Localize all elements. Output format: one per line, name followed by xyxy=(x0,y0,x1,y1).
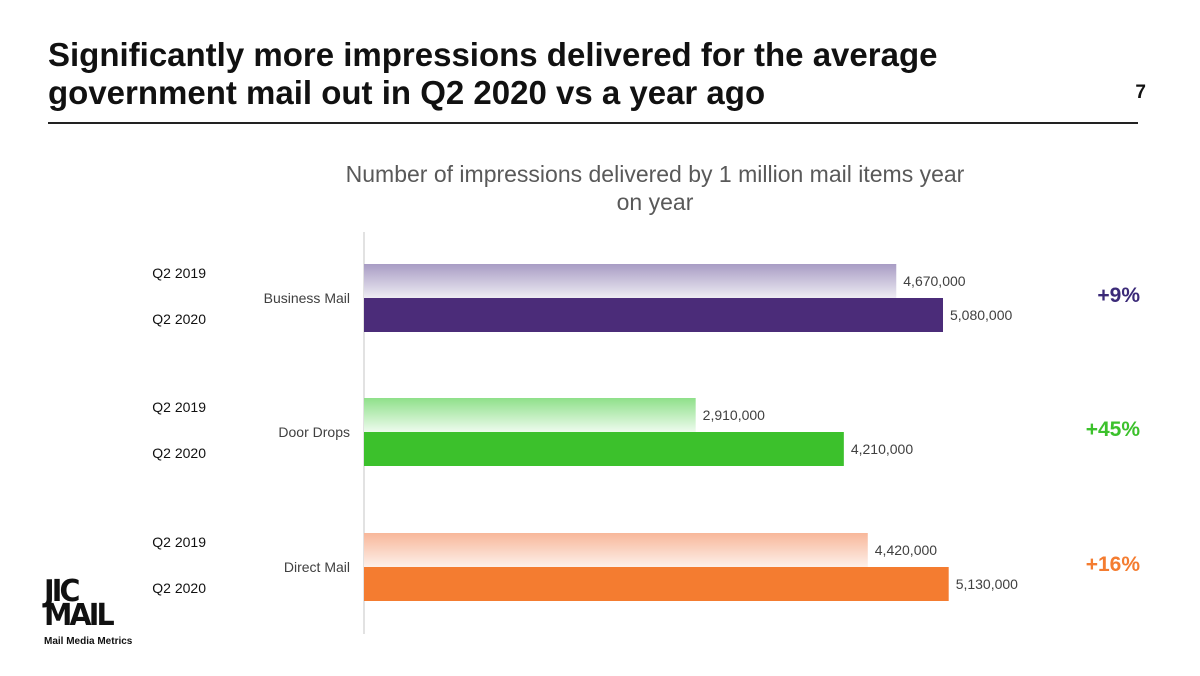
chart-title-line-2: on year xyxy=(616,189,694,215)
slide-title: Significantly more impressions delivered… xyxy=(48,36,1048,112)
bar-direct-mail-q2-2019 xyxy=(364,533,868,567)
series-label-business-mail-q2-2019: Q2 2019 xyxy=(152,265,206,281)
series-label-direct-mail-q2-2019: Q2 2019 xyxy=(152,534,206,550)
change-label-business-mail: +9% xyxy=(1097,284,1140,307)
category-label-business-mail: Business Mail xyxy=(264,290,350,306)
bar-door-drops-q2-2020 xyxy=(364,432,844,466)
data-label-door-drops-q2-2019: 2,910,000 xyxy=(703,407,765,423)
bar-door-drops-q2-2019 xyxy=(364,398,696,432)
data-label-direct-mail-q2-2020: 5,130,000 xyxy=(956,576,1018,592)
bar-direct-mail-q2-2020 xyxy=(364,567,949,601)
series-label-door-drops-q2-2019: Q2 2019 xyxy=(152,399,206,415)
change-label-direct-mail: +16% xyxy=(1086,553,1141,576)
page-number: 7 xyxy=(1135,82,1146,103)
change-label-door-drops: +45% xyxy=(1086,418,1141,441)
logo-line-1: JIC xyxy=(44,574,80,609)
data-label-direct-mail-q2-2019: 4,420,000 xyxy=(875,542,937,558)
data-label-business-mail-q2-2019: 4,670,000 xyxy=(903,273,965,289)
series-label-business-mail-q2-2020: Q2 2020 xyxy=(152,311,206,327)
series-label-door-drops-q2-2020: Q2 2020 xyxy=(152,445,206,461)
data-label-door-drops-q2-2020: 4,210,000 xyxy=(851,441,913,457)
title-divider xyxy=(48,122,1138,124)
slide-title-line-1: Significantly more impressions delivered… xyxy=(48,36,938,73)
category-label-door-drops: Door Drops xyxy=(278,424,350,440)
chart-title-line-1: Number of impressions delivered by 1 mil… xyxy=(345,161,965,187)
logo-tagline: Mail Media Metrics xyxy=(44,636,133,647)
series-label-direct-mail-q2-2020: Q2 2020 xyxy=(152,580,206,596)
data-label-business-mail-q2-2020: 5,080,000 xyxy=(950,307,1012,323)
jicmail-logo-mark: JIC MAIL xyxy=(44,574,149,633)
jicmail-logo: JIC MAIL Mail Media Metrics xyxy=(44,574,154,648)
slide-title-line-2: government mail out in Q2 2020 vs a year… xyxy=(48,74,766,111)
logo-line-2: MAIL xyxy=(44,598,115,633)
category-label-direct-mail: Direct Mail xyxy=(284,559,350,575)
bar-business-mail-q2-2020 xyxy=(364,298,943,332)
chart-title: Number of impressions delivered by 1 mil… xyxy=(300,160,1010,216)
bar-business-mail-q2-2019 xyxy=(364,264,897,298)
